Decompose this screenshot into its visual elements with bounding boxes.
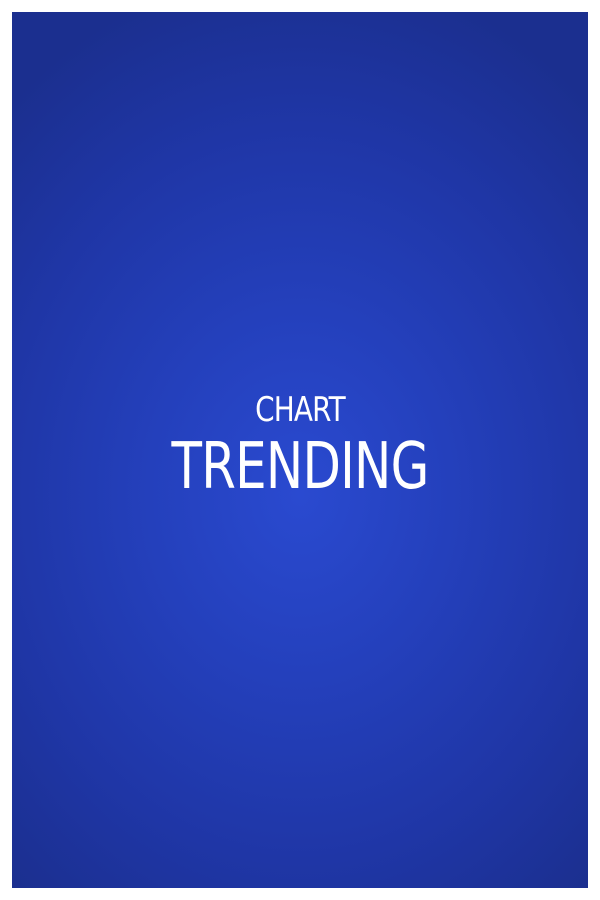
title-block: CHART TRENDING — [12, 390, 588, 502]
cover-title: TRENDING — [171, 430, 429, 504]
cover-subtitle: CHART — [255, 390, 346, 430]
cover-card[interactable]: CHART TRENDING — [12, 12, 588, 888]
